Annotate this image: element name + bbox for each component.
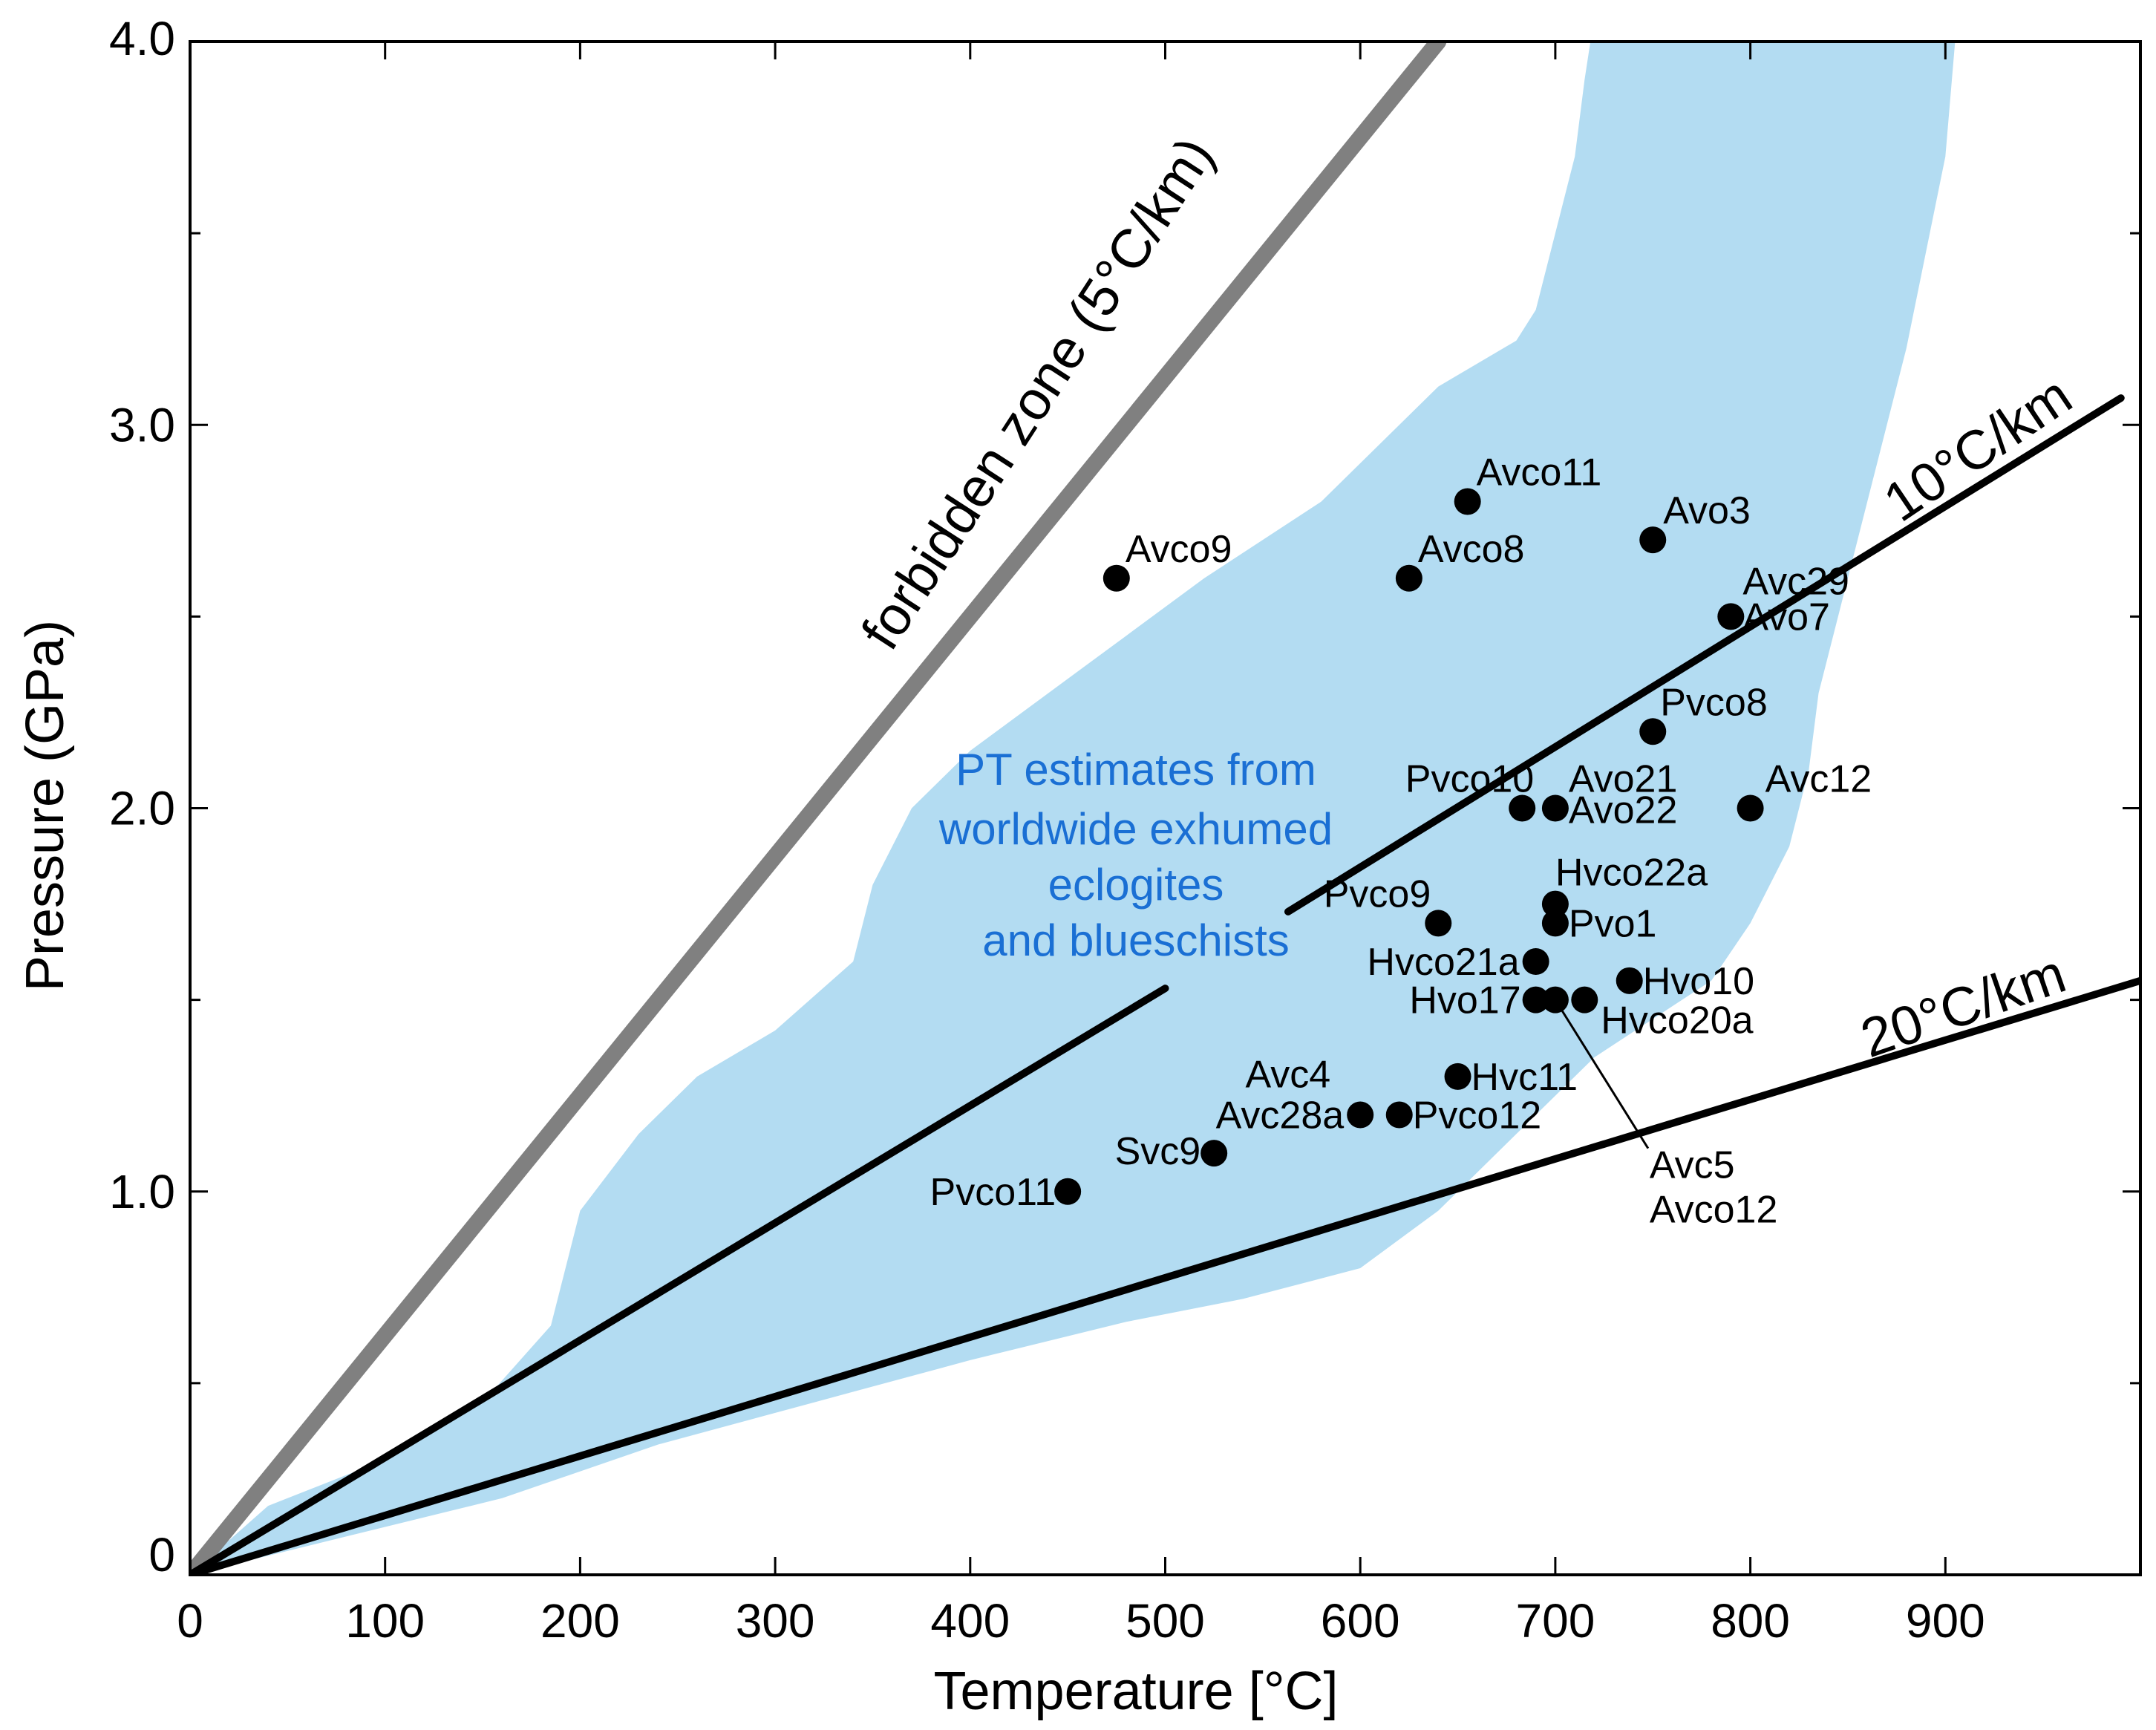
data-point-label: Pvo1: [1569, 902, 1657, 945]
data-point-marker: [1509, 794, 1536, 822]
region-label-line-1: PT estimates from: [956, 745, 1316, 794]
y-tick-label: 4.0: [109, 12, 175, 65]
data-point-label: Avco8: [1418, 528, 1525, 571]
data-point-marker: [1639, 718, 1667, 745]
gradient-line-5: [190, 42, 1447, 1575]
data-point-marker: [1737, 794, 1764, 822]
x-tick-label: 800: [1711, 1594, 1790, 1648]
y-tick-label: 1.0: [109, 1165, 175, 1218]
data-point-label: Hvo10: [1643, 960, 1754, 1003]
data-point-marker: [1385, 1101, 1413, 1129]
data-point-label: Hvco21a: [1367, 941, 1519, 984]
data-point-label: Avco11: [1477, 451, 1602, 494]
x-tick-label: 700: [1516, 1594, 1595, 1648]
data-point-marker: [1717, 603, 1745, 630]
data-point-marker: [1522, 948, 1549, 975]
data-point-marker: [1541, 794, 1569, 822]
pt-estimates-region: [190, 42, 1956, 1575]
region-label-line-4: and blueschists: [982, 915, 1290, 965]
data-point-label: Avco12: [1650, 1189, 1778, 1232]
data-point-marker: [1347, 1101, 1374, 1129]
y-tick-label: 2.0: [109, 782, 175, 835]
data-point-label: Avco9: [1126, 528, 1232, 571]
data-point-marker: [1541, 986, 1569, 1013]
data-point-label: Avc5: [1650, 1144, 1735, 1187]
y-axis-title: Pressure (GPa): [16, 620, 75, 991]
data-point-label: Avo3: [1663, 489, 1751, 532]
x-tick-label: 200: [540, 1594, 620, 1648]
x-tick-label: 600: [1321, 1594, 1400, 1648]
leader-line: [1554, 999, 1650, 1149]
data-point-marker: [1102, 564, 1130, 592]
data-point-label: Svc9: [1115, 1130, 1201, 1173]
data-point-label: Hvco20a: [1601, 999, 1753, 1042]
label-forbidden-zone: forbidden zone (5°C/km): [849, 126, 1226, 660]
data-point-label: Pvco11: [930, 1171, 1056, 1214]
data-point-label: Pvco12: [1413, 1094, 1541, 1137]
data-point-label: Avo7: [1742, 595, 1830, 639]
y-tick-label: 0: [148, 1528, 175, 1582]
x-tick-label: 400: [930, 1594, 1010, 1648]
data-point-marker: [1571, 986, 1598, 1013]
data-point-marker: [1425, 910, 1452, 937]
x-tick-label: 100: [345, 1594, 425, 1648]
region-label-line-3: eclogites: [1048, 860, 1224, 910]
axis-ticks: 0 100 200 300 400 500 600 700 800 900 0 1.0 2.0 3.0 4.…: [109, 12, 2140, 1648]
data-point-label: Hvco22a: [1555, 852, 1708, 895]
data-point-marker: [1522, 986, 1549, 1013]
x-axis-title: Temperature [°C]: [934, 1662, 1339, 1721]
data-point-marker: [1541, 910, 1569, 937]
x-tick-label: 300: [736, 1594, 815, 1648]
x-tick-label: 0: [177, 1594, 203, 1648]
gradient-line-20: [190, 976, 2140, 1575]
data-point-marker: [1395, 564, 1422, 592]
y-tick-label: 3.0: [109, 398, 175, 451]
data-point-label: Pvco9: [1324, 872, 1431, 915]
data-point-marker: [1639, 526, 1667, 554]
data-point-label: Avc28a: [1216, 1094, 1345, 1137]
data-point-label: Pvco10: [1405, 758, 1534, 801]
avc5-leader-line: [1554, 999, 1650, 1149]
data-point-label: Avc12: [1765, 758, 1872, 801]
data-point-marker: [1054, 1178, 1082, 1205]
x-tick-label: 900: [1906, 1594, 1985, 1648]
data-point-label: Avo22: [1569, 789, 1678, 832]
data-point-marker: [1454, 488, 1481, 515]
data-point-marker: [1444, 1063, 1471, 1090]
data-point-label: Avo21: [1569, 758, 1678, 801]
data-point-marker: [1541, 890, 1569, 918]
data-point-label: Hvc11: [1471, 1056, 1578, 1099]
gradient-line-10-lower: [190, 985, 1169, 1575]
x-tick-label: 500: [1126, 1594, 1205, 1648]
data-point-marker: [1616, 967, 1643, 994]
data-point-label: Hvo17: [1409, 979, 1520, 1022]
label-20-c-km: 20°C/km: [1853, 942, 2073, 1069]
data-point-label: Pvco8: [1660, 681, 1768, 724]
data-point-label: Avc4: [1246, 1054, 1331, 1097]
data-point-marker: [1200, 1140, 1228, 1167]
label-10-c-km: 10°C/km: [1873, 364, 2082, 533]
region-label-line-2: worldwide exhumed: [938, 804, 1333, 854]
gradient-line-10-upper: [1284, 394, 2125, 915]
data-point-label: Avc29: [1742, 560, 1849, 603]
